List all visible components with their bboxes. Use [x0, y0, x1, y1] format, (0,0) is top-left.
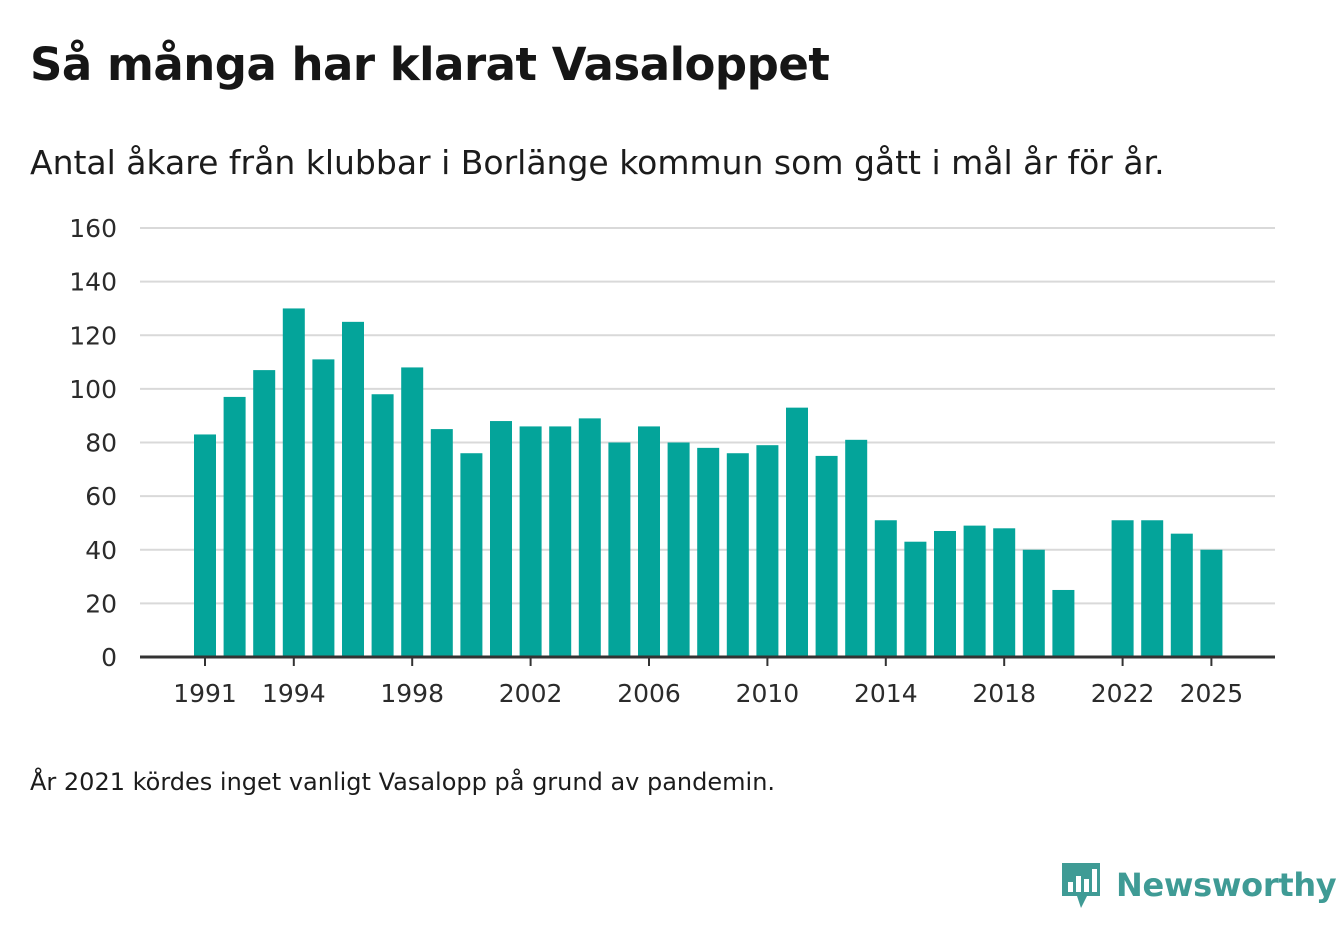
chart-title: Så många har klarat Vasaloppet	[30, 38, 830, 91]
bar-2001	[490, 421, 512, 657]
bar-2025	[1200, 549, 1223, 657]
bar-2015	[904, 541, 927, 657]
bar-2010	[756, 445, 779, 657]
bar-2014	[874, 520, 897, 657]
y-tick-label: 100	[69, 375, 117, 404]
bar-2024	[1170, 533, 1193, 657]
x-tick-label: 1991	[173, 679, 237, 708]
bar-2019	[1022, 549, 1045, 657]
y-tick-label: 80	[85, 429, 117, 458]
bar-1997	[371, 394, 394, 657]
y-tick-label: 20	[85, 589, 117, 618]
bars	[194, 308, 1223, 657]
y-tick-label: 140	[69, 268, 117, 297]
x-tick-label: 2006	[617, 679, 681, 708]
footnote: År 2021 kördes inget vanligt Vasalopp på…	[30, 768, 776, 796]
bar-2011	[786, 407, 808, 657]
bar-2012	[815, 455, 838, 657]
bar-2022	[1111, 520, 1134, 657]
x-tick-label: 2022	[1091, 679, 1155, 708]
x-tick-label: 2010	[736, 679, 800, 708]
bar-1992	[223, 396, 246, 657]
bar-1999	[430, 429, 453, 657]
x-tick-label: 2018	[972, 679, 1036, 708]
x-tick-label: 1998	[380, 679, 444, 708]
bar-2023	[1141, 520, 1164, 657]
y-tick-label: 40	[85, 536, 117, 565]
x-tick-label: 2002	[499, 679, 563, 708]
bar-2020	[1052, 589, 1075, 657]
brand: Newsworthy	[1060, 860, 1337, 910]
newsworthy-logo-icon	[1062, 863, 1100, 908]
brand-name: Newsworthy	[1116, 866, 1337, 904]
bar-chart: 0 20 40 60 80 100 120 140 160 1991 1994 1998 2002 200…	[69, 214, 1275, 708]
axes: 0 20 40 60 80 100 120 140 160 1991 1994 1998 2002 200…	[69, 214, 1275, 708]
bar-1995	[312, 359, 335, 657]
bar-2003	[549, 426, 572, 657]
y-tick-label: 0	[101, 643, 117, 672]
bar-2006	[638, 426, 660, 657]
bar-1996	[342, 321, 364, 657]
x-tick-label: 2025	[1180, 679, 1244, 708]
bar-2016	[934, 530, 956, 657]
bar-1994	[282, 308, 305, 657]
bar-2008	[697, 447, 720, 657]
bar-2009	[726, 453, 749, 657]
x-tick-label: 2014	[854, 679, 918, 708]
bar-1991	[194, 434, 216, 657]
bar-2004	[578, 418, 601, 657]
bar-2000	[460, 453, 483, 657]
bar-2002	[519, 426, 542, 657]
bar-2007	[667, 442, 690, 657]
bar-2013	[845, 439, 868, 657]
y-tick-label: 120	[69, 321, 117, 350]
bar-2005	[608, 442, 631, 657]
y-tick-label: 60	[85, 482, 117, 511]
chart-subtitle: Antal åkare från klubbar i Borlänge komm…	[30, 143, 1165, 182]
bar-1998	[401, 367, 424, 657]
bar-2017	[963, 525, 986, 657]
y-tick-label: 160	[69, 214, 117, 243]
bar-1993	[253, 370, 276, 657]
bar-2018	[993, 528, 1016, 657]
x-tick-label: 1994	[262, 679, 326, 708]
